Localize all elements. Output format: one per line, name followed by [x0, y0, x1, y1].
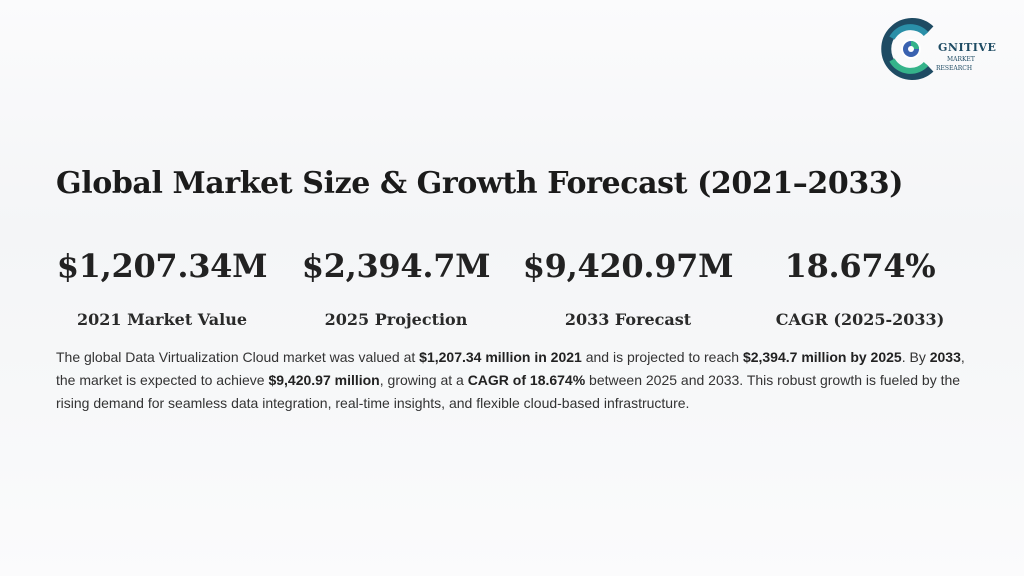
desc-text: The global Data Virtualization Cloud mar… [56, 349, 420, 365]
desc-text: , the market is expected to achieve [56, 349, 965, 388]
desc-text: . By [901, 349, 930, 365]
desc-highlight-2033-value: $9,420.97 million [268, 372, 380, 388]
stat-label: 2021 Market Value [76, 310, 248, 329]
stat-cagr: 18.674% CAGR (2025-2033) [732, 246, 988, 329]
stat-label: 2025 Projection [324, 310, 468, 329]
stat-2033-forecast: $9,420.97M 2033 Forecast [500, 246, 756, 329]
stat-value: $2,394.7M [301, 247, 491, 285]
brand-logo: GNITIVE MARKET RESEARCH [878, 16, 996, 82]
desc-highlight-2025-value: $2,394.7 million by 2025 [742, 349, 902, 365]
desc-highlight-2021-value: $1,207.34 million in 2021 [419, 349, 582, 365]
logo-subline-1: MARKET [947, 56, 975, 63]
stat-label: 2033 Forecast [564, 310, 692, 329]
stat-2025-projection: $2,394.7M 2025 Projection [268, 246, 524, 329]
logo-c-icon [881, 18, 934, 80]
desc-text: , growing at a [379, 372, 468, 388]
logo-word: GNITIVE [938, 41, 997, 54]
stat-value: $1,207.34M [56, 247, 268, 285]
stat-value: $9,420.97M [522, 247, 734, 285]
desc-text: and is projected to reach [581, 349, 743, 365]
stat-value: 18.674% [784, 247, 936, 285]
desc-text: between 2025 and 2033. This robust growt… [56, 372, 961, 411]
stat-2021-market-value: $1,207.34M 2021 Market Value [34, 246, 290, 329]
page-title: Global Market Size & Growth Forecast (20… [56, 166, 904, 201]
market-description: The global Data Virtualization Cloud mar… [56, 346, 976, 415]
logo-subline-2: RESEARCH [936, 65, 973, 72]
desc-highlight-2033-year: 2033 [929, 349, 961, 365]
stat-label: CAGR (2025-2033) [775, 310, 945, 329]
desc-highlight-cagr: CAGR of 18.674% [467, 372, 586, 388]
